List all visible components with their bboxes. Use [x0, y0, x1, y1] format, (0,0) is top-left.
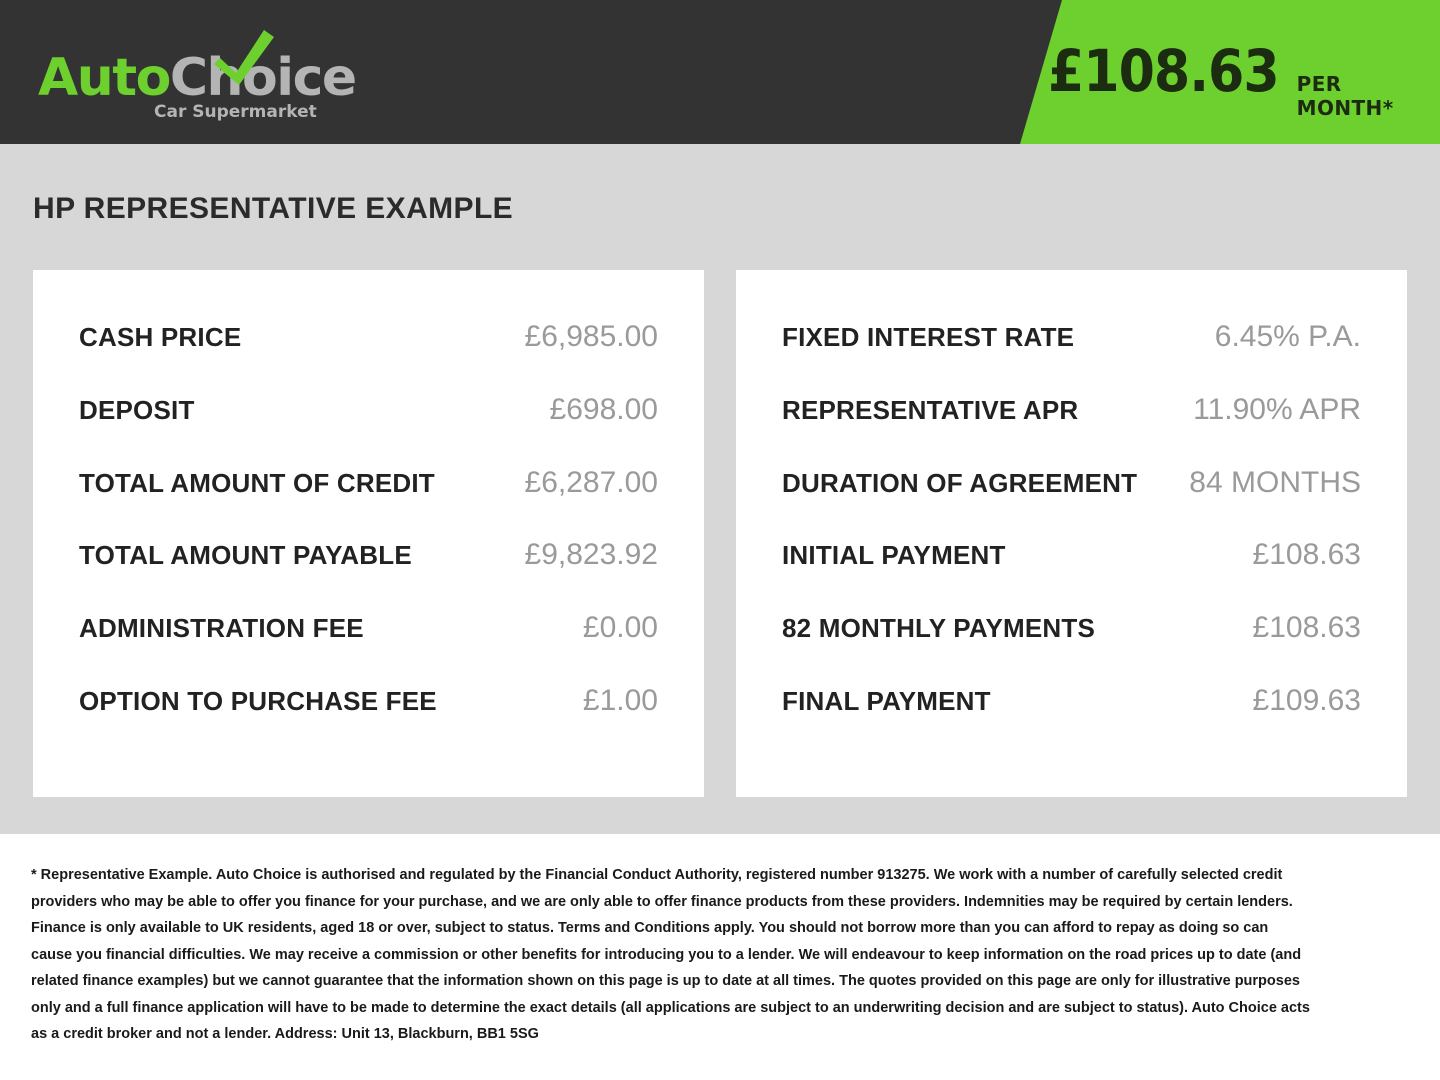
row-value: £1.00 [582, 684, 658, 718]
finance-cards-container: CASH PRICE £6,985.00 DEPOSIT £698.00 TOT… [33, 270, 1407, 797]
table-row: TOTAL AMOUNT OF CREDIT £6,287.00 [79, 466, 658, 539]
row-label: ADMINISTRATION FEE [79, 613, 364, 644]
green-check-icon [214, 30, 274, 85]
row-label: DURATION OF AGREEMENT [782, 467, 1138, 498]
row-label: FINAL PAYMENT [782, 686, 991, 717]
price-amount: £108.63 [1048, 37, 1280, 105]
page-title: HP REPRESENTATIVE EXAMPLE [33, 192, 514, 225]
finance-card-right: FIXED INTEREST RATE 6.45% P.A. REPRESENT… [736, 270, 1407, 797]
row-label: CASH PRICE [79, 322, 242, 352]
row-value: £108.63 [1252, 538, 1361, 572]
representative-example-section: HP REPRESENTATIVE EXAMPLE CASH PRICE £6,… [0, 144, 1440, 834]
row-value: £109.63 [1252, 684, 1361, 718]
finance-card-left: CASH PRICE £6,985.00 DEPOSIT £698.00 TOT… [33, 270, 704, 797]
row-value: £9,823.92 [524, 538, 658, 572]
logo-tagline: Car Supermarket [154, 102, 317, 122]
table-row: DURATION OF AGREEMENT 84 MONTHS [782, 466, 1361, 539]
row-value: £698.00 [549, 392, 658, 426]
table-row: 82 MONTHLY PAYMENTS £108.63 [782, 611, 1361, 684]
table-row: FINAL PAYMENT £109.63 [782, 684, 1361, 757]
table-row: FIXED INTEREST RATE 6.45% P.A. [782, 320, 1361, 393]
row-label: TOTAL AMOUNT OF CREDIT [79, 467, 435, 498]
logo-word-auto: Auto [38, 48, 171, 108]
row-label: TOTAL AMOUNT PAYABLE [79, 540, 412, 571]
row-value: £6,287.00 [524, 465, 658, 499]
table-row: CASH PRICE £6,985.00 [79, 320, 658, 393]
row-label: INITIAL PAYMENT [782, 540, 1006, 571]
table-row: ADMINISTRATION FEE £0.00 [79, 611, 658, 684]
row-label: FIXED INTEREST RATE [782, 322, 1075, 352]
row-value: 84 MONTHS [1189, 465, 1361, 499]
row-value: £6,985.00 [524, 320, 658, 353]
legal-disclaimer: * Representative Example. Auto Choice is… [31, 867, 1310, 1042]
row-value: £0.00 [582, 611, 658, 645]
row-label: OPTION TO PURCHASE FEE [79, 686, 437, 717]
row-label: 82 MONTHLY PAYMENTS [782, 613, 1095, 644]
site-header: AutoChoice Car Supermarket £108.63 PER M… [0, 0, 1440, 144]
row-value: 6.45% P.A. [1214, 320, 1361, 353]
price-period-label: PER MONTH* [1296, 72, 1394, 120]
table-row: OPTION TO PURCHASE FEE £1.00 [79, 684, 658, 757]
monthly-price-banner [1020, 0, 1440, 144]
table-row: TOTAL AMOUNT PAYABLE £9,823.92 [79, 538, 658, 611]
row-label: REPRESENTATIVE APR [782, 394, 1079, 425]
logo-wordmark: AutoChoice [38, 48, 357, 108]
table-row: DEPOSIT £698.00 [79, 393, 658, 466]
row-value: 11.90% APR [1193, 392, 1361, 426]
table-row: REPRESENTATIVE APR 11.90% APR [782, 393, 1361, 466]
row-label: DEPOSIT [79, 394, 195, 425]
table-row: INITIAL PAYMENT £108.63 [782, 538, 1361, 611]
headline-monthly-price: £108.63 PER MONTH* [1048, 42, 1440, 120]
brand-logo[interactable]: AutoChoice Car Supermarket [38, 28, 357, 122]
row-value: £108.63 [1252, 611, 1361, 645]
logo-word-choice: Choice [169, 48, 357, 108]
